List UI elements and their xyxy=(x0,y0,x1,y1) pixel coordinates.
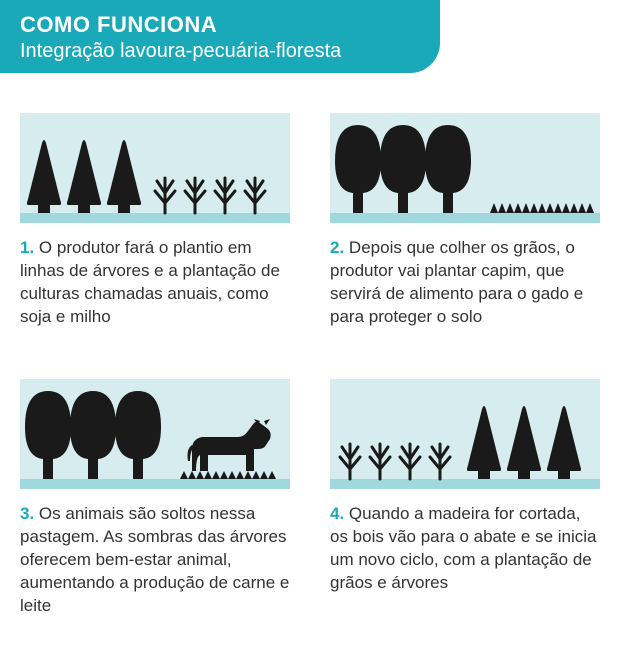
step-num-4: 4. xyxy=(330,504,344,523)
step-text-2: Depois que colher os grãos, o produtor v… xyxy=(330,238,583,326)
step-text-3: Os animais são soltos nessa pastagem. As… xyxy=(20,504,289,615)
step-num-3: 3. xyxy=(20,504,34,523)
header-title: COMO FUNCIONA xyxy=(20,12,420,38)
step-text-1: O produtor fará o plantio em linhas de á… xyxy=(20,238,280,326)
step-text-4: Quando a madeira for cortada, os bois vã… xyxy=(330,504,597,592)
illus-1 xyxy=(20,113,290,223)
caption-1: 1. O produtor fará o plantio em linhas d… xyxy=(20,237,290,329)
step-3: 3. Os animais são soltos nessa pastagem.… xyxy=(20,379,290,618)
step-1: 1. O produtor fará o plantio em linhas d… xyxy=(20,113,290,329)
step-num-1: 1. xyxy=(20,238,34,257)
illus-2 xyxy=(330,113,600,223)
illus-3 xyxy=(20,379,290,489)
caption-3: 3. Os animais são soltos nessa pastagem.… xyxy=(20,503,290,618)
header: COMO FUNCIONA Integração lavoura-pecuári… xyxy=(0,0,440,73)
steps-grid: 1. O produtor fará o plantio em linhas d… xyxy=(0,73,620,637)
header-subtitle: Integração lavoura-pecuária-floresta xyxy=(20,40,420,63)
step-2: 2. Depois que colher os grãos, o produto… xyxy=(330,113,600,329)
illus-4 xyxy=(330,379,600,489)
caption-2: 2. Depois que colher os grãos, o produto… xyxy=(330,237,600,329)
step-4: 4. Quando a madeira for cortada, os bois… xyxy=(330,379,600,618)
caption-4: 4. Quando a madeira for cortada, os bois… xyxy=(330,503,600,595)
step-num-2: 2. xyxy=(330,238,344,257)
